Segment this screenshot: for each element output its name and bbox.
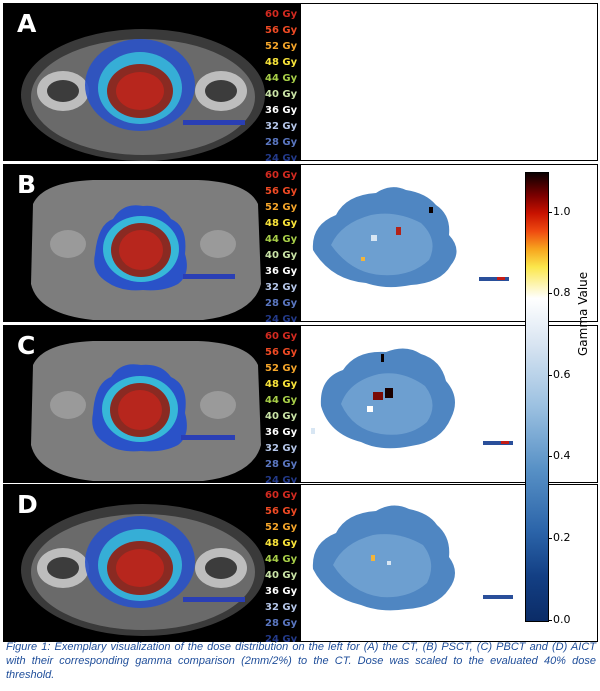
legend-44gy: 44 Gy [265, 554, 298, 565]
legend-36gy: 36 Gy [265, 586, 298, 597]
colorbar-gradient [525, 172, 549, 622]
row-c: C 60 Gy 56 Gy 52 Gy 48 Gy 44 Gy 40 Gy 36… [3, 325, 598, 483]
legend-32gy: 32 Gy [265, 121, 298, 132]
legend-24gy: 24 Gy [265, 314, 298, 322]
legend-56gy: 56 Gy [265, 347, 298, 358]
dose-legend-a: 60 Gy 56 Gy 52 Gy 48 Gy 44 Gy 40 Gy 36 G… [265, 7, 297, 161]
dose-panel-d: D 60 Gy 56 Gy 52 Gy 48 Gy 44 Gy 40 Gy 36… [3, 484, 300, 642]
dose-image-a [21, 29, 265, 161]
colorbar-tick-0-6: 0.6 [548, 368, 571, 381]
legend-32gy: 32 Gy [265, 602, 298, 613]
colorbar-tick-0-8: 0.8 [548, 286, 571, 299]
row-b: B 60 Gy 56 Gy 52 Gy 48 Gy 44 Gy 40 Gy 36… [3, 164, 598, 322]
legend-40gy: 40 Gy [265, 411, 298, 422]
legend-52gy: 52 Gy [265, 41, 298, 52]
legend-60gy: 60 Gy [265, 331, 298, 342]
dose-panel-c: C 60 Gy 56 Gy 52 Gy 48 Gy 44 Gy 40 Gy 36… [3, 325, 300, 483]
dose-legend-d: 60 Gy 56 Gy 52 Gy 48 Gy 44 Gy 40 Gy 36 G… [265, 488, 297, 642]
dose-legend-b: 60 Gy 56 Gy 52 Gy 48 Gy 44 Gy 40 Gy 36 G… [265, 168, 297, 322]
legend-52gy: 52 Gy [265, 522, 298, 533]
legend-36gy: 36 Gy [265, 266, 298, 277]
colorbar-label: Gamma Value [576, 271, 590, 356]
panel-letter-b: B [17, 170, 37, 199]
gamma-map-c [311, 348, 513, 449]
legend-32gy: 32 Gy [265, 443, 298, 454]
legend-60gy: 60 Gy [265, 170, 298, 181]
legend-24gy: 24 Gy [265, 475, 298, 483]
legend-60gy: 60 Gy [265, 490, 298, 501]
panel-letter-c: C [17, 331, 36, 360]
legend-36gy: 36 Gy [265, 427, 298, 438]
legend-36gy: 36 Gy [265, 105, 298, 116]
legend-24gy: 24 Gy [265, 634, 298, 642]
legend-60gy: 60 Gy [265, 9, 298, 20]
legend-44gy: 44 Gy [265, 73, 298, 84]
colorbar-tick-1-0: 1.0 [548, 205, 571, 218]
gamma-colorbar: 0.0 0.2 0.4 0.6 0.8 1.0 Gamma Value [525, 172, 600, 632]
dose-image-d [21, 504, 265, 636]
colorbar-tick-0-2: 0.2 [548, 531, 571, 544]
gamma-map-d [312, 505, 513, 611]
legend-44gy: 44 Gy [265, 395, 298, 406]
legend-48gy: 48 Gy [265, 218, 298, 229]
panel-letter-d: D [17, 490, 38, 519]
dose-legend-c: 60 Gy 56 Gy 52 Gy 48 Gy 44 Gy 40 Gy 36 G… [265, 329, 297, 483]
colorbar-tick-0-4: 0.4 [548, 449, 571, 462]
gamma-panel-a-empty [300, 3, 598, 161]
colorbar-tick-0-0: 0.0 [548, 613, 571, 626]
legend-24gy: 24 Gy [265, 153, 298, 161]
legend-40gy: 40 Gy [265, 250, 298, 261]
legend-48gy: 48 Gy [265, 379, 298, 390]
legend-44gy: 44 Gy [265, 234, 298, 245]
row-d: D 60 Gy 56 Gy 52 Gy 48 Gy 44 Gy 40 Gy 36… [3, 484, 598, 642]
figure-caption: Figure 1: Exemplary visualization of the… [6, 641, 596, 681]
legend-40gy: 40 Gy [265, 570, 298, 581]
legend-56gy: 56 Gy [265, 25, 298, 36]
legend-28gy: 28 Gy [265, 459, 298, 470]
gamma-map-b [312, 187, 509, 288]
legend-32gy: 32 Gy [265, 282, 298, 293]
panel-letter-a: A [17, 9, 37, 38]
legend-28gy: 28 Gy [265, 298, 298, 309]
legend-56gy: 56 Gy [265, 186, 298, 197]
legend-28gy: 28 Gy [265, 137, 298, 148]
legend-48gy: 48 Gy [265, 57, 298, 68]
row-a: A 60 Gy 56 Gy 52 Gy 48 Gy 44 Gy 40 Gy 36… [3, 3, 598, 161]
dose-image-c [31, 341, 261, 481]
legend-48gy: 48 Gy [265, 538, 298, 549]
legend-56gy: 56 Gy [265, 506, 298, 517]
legend-28gy: 28 Gy [265, 618, 298, 629]
dose-panel-a: A 60 Gy 56 Gy 52 Gy 48 Gy 44 Gy 40 Gy 36… [3, 3, 300, 161]
legend-40gy: 40 Gy [265, 89, 298, 100]
legend-52gy: 52 Gy [265, 202, 298, 213]
dose-panel-b: B 60 Gy 56 Gy 52 Gy 48 Gy 44 Gy 40 Gy 36… [3, 164, 300, 322]
dose-image-b [31, 180, 261, 320]
legend-52gy: 52 Gy [265, 363, 298, 374]
